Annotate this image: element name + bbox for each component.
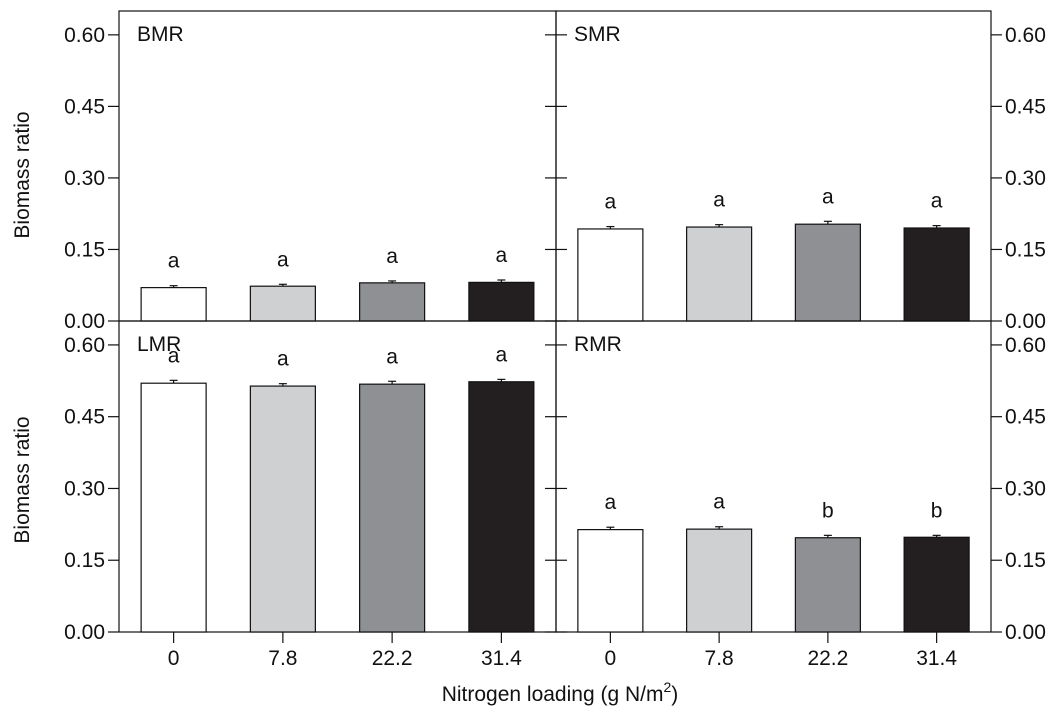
significance-letter: a	[605, 191, 617, 214]
significance-letter: a	[277, 348, 289, 371]
x-tick-label: 0	[605, 647, 617, 670]
panels-layer: BMR 0.00 0.15 0.30 0.45 0.60 a a a a SMR 0.00 0.15 0.…	[64, 10, 1046, 670]
y-tick-label: 0.45	[64, 406, 105, 429]
bar	[140, 287, 207, 322]
y-axis-title-bottom: Biomass ratio	[11, 416, 34, 543]
y-tick-label: 0.60	[64, 24, 105, 47]
bar	[794, 223, 861, 322]
x-axis-title-superscript: 2	[663, 679, 671, 695]
significance-letter: a	[713, 189, 725, 212]
significance-letter: a	[713, 491, 725, 514]
panel-frame	[118, 10, 557, 322]
y-tick-label: 0.45	[1005, 95, 1046, 118]
panel-label-smr: SMR	[574, 23, 621, 46]
bar	[686, 528, 753, 633]
x-tick-label: 22.2	[372, 647, 413, 670]
y-tick-label: 0.30	[1005, 477, 1046, 500]
x-tick-label: 0	[168, 647, 180, 670]
y-tick-label: 0.30	[1005, 167, 1046, 190]
significance-letter: b	[931, 499, 943, 522]
bar	[359, 383, 426, 633]
bar	[359, 282, 426, 322]
bar	[468, 281, 535, 322]
bar	[249, 285, 316, 322]
x-axis-title-tail: )	[671, 683, 678, 706]
panel-rmr: RMR 0.00 0.15 0.30 0.45 0.60 a 0 a 7.8 b 22.2 b 31.4	[555, 320, 1046, 670]
significance-letter: a	[168, 250, 180, 273]
significance-letter: a	[277, 248, 289, 271]
panel-lmr: LMR 0.00 0.15 0.30 0.45 0.60 a 0 a 7.8 a 22.2 a 31.4	[64, 320, 557, 670]
bar	[903, 227, 970, 322]
y-tick-label: 0.60	[1005, 334, 1046, 357]
significance-letter: a	[496, 343, 508, 366]
x-tick-label: 31.4	[916, 647, 957, 670]
significance-letter: a	[386, 345, 398, 368]
x-axis-title: Nitrogen loading (g N/m2)	[442, 679, 679, 706]
y-tick-label: 0.45	[1005, 406, 1046, 429]
x-tick-label: 7.8	[268, 647, 297, 670]
significance-letter: a	[386, 245, 398, 268]
bar	[140, 382, 207, 633]
y-tick-label: 0.15	[64, 238, 105, 261]
y-tick-label: 0.15	[64, 549, 105, 572]
panel-label-rmr: RMR	[574, 333, 622, 356]
x-tick-label: 7.8	[705, 647, 734, 670]
y-tick-label: 0.60	[64, 334, 105, 357]
y-axis-title-top: Biomass ratio	[11, 111, 34, 238]
significance-letter: b	[822, 499, 834, 522]
significance-letter: a	[168, 344, 180, 367]
bar	[686, 226, 753, 322]
y-tick-label: 0.00	[1005, 310, 1046, 333]
x-tick-label: 31.4	[481, 647, 522, 670]
panel-label-bmr: BMR	[137, 23, 184, 46]
bar	[249, 385, 316, 633]
y-tick-label: 0.30	[64, 167, 105, 190]
bar	[577, 529, 644, 633]
y-tick-label: 0.60	[1005, 24, 1046, 47]
x-axis-title-main: Nitrogen loading (g N/m	[442, 683, 664, 706]
x-tick-label: 22.2	[807, 647, 848, 670]
bar	[468, 381, 535, 633]
y-tick-label: 0.15	[1005, 238, 1046, 261]
y-tick-label: 0.00	[64, 310, 105, 333]
y-tick-label: 0.45	[64, 95, 105, 118]
bar	[794, 537, 861, 633]
significance-letter: a	[931, 190, 943, 213]
y-tick-label: 0.00	[1005, 621, 1046, 644]
y-tick-label: 0.15	[1005, 549, 1046, 572]
panel-label-lmr: LMR	[137, 333, 181, 356]
y-tick-label: 0.30	[64, 477, 105, 500]
panel-bmr: BMR 0.00 0.15 0.30 0.45 0.60 a a a a	[64, 10, 557, 333]
y-tick-label: 0.00	[64, 621, 105, 644]
bar	[903, 536, 970, 633]
significance-letter: a	[496, 244, 508, 267]
panel-smr: SMR 0.00 0.15 0.30 0.45 0.60 a a a a	[555, 10, 1046, 333]
bar	[577, 228, 644, 322]
panel-frame	[555, 320, 992, 633]
significance-letter: a	[822, 185, 834, 208]
significance-letter: a	[605, 491, 617, 514]
